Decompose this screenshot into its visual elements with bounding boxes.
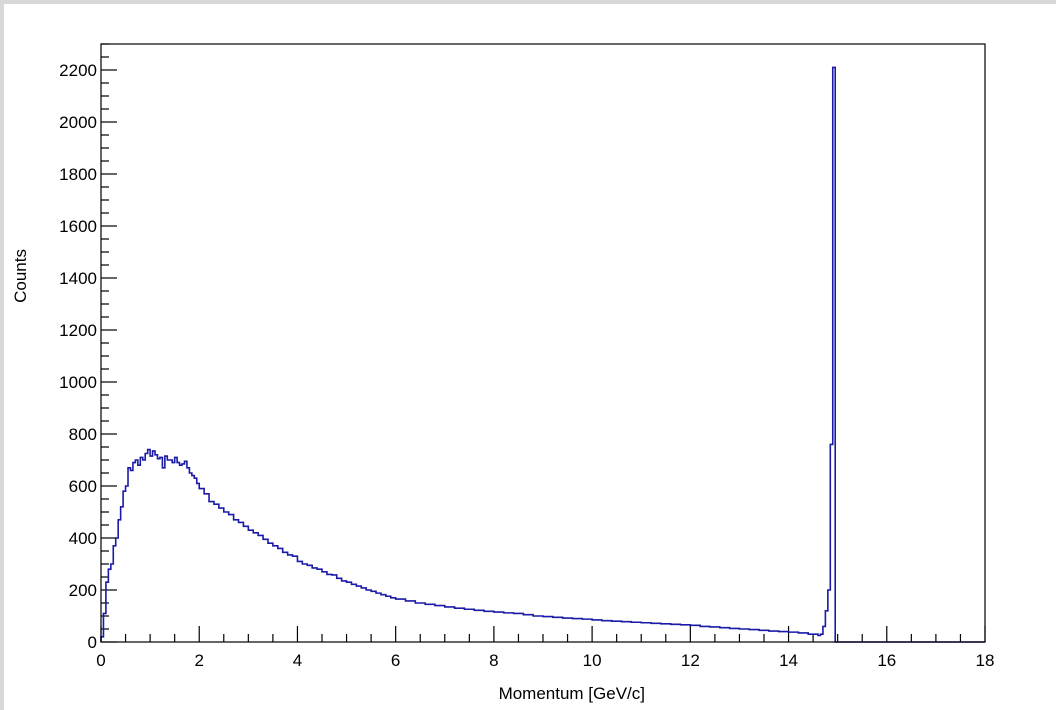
y-axis-title: Counts	[11, 249, 30, 303]
y-tick-label: 1000	[59, 373, 97, 392]
y-tick-label: 0	[88, 633, 97, 652]
x-tick-label: 4	[293, 651, 302, 670]
x-tick-label: 16	[877, 651, 896, 670]
y-tick-labels: 0 200 400 600 800 1000 1200 1400 1600 1800 2000 220…	[59, 61, 97, 652]
x-tick-label: 10	[583, 651, 602, 670]
histogram-series-line	[100, 66, 985, 643]
y-tick-label: 1200	[59, 321, 97, 340]
y-tick-label: 200	[69, 581, 97, 600]
x-tick-label: 0	[96, 651, 105, 670]
x-tick-label: 14	[779, 651, 798, 670]
x-tick-label: 6	[391, 651, 400, 670]
plot-frame	[100, 43, 986, 643]
x-tick-label: 18	[976, 651, 995, 670]
momentum-histogram-chart: 0 2 4 6 8 10 12 14 16 18 0 200 400 600 800 1000 1200 140…	[11, 43, 994, 703]
y-tick-label: 1400	[59, 269, 97, 288]
y-tick-label: 800	[69, 425, 97, 444]
y-tick-label: 2000	[59, 113, 97, 132]
y-tick-label: 600	[69, 477, 97, 496]
y-tick-label: 1800	[59, 165, 97, 184]
plot-canvas: 0 2 4 6 8 10 12 14 16 18 0 200 400 600 800 1000 1200 140…	[4, 4, 1056, 710]
y-tick-label: 2200	[59, 61, 97, 80]
y-tick-label: 400	[69, 529, 97, 548]
axis-ticks	[100, 43, 986, 643]
x-axis-title: Momentum [GeV/c]	[499, 684, 645, 703]
x-tick-label: 8	[489, 651, 498, 670]
x-tick-label: 2	[194, 651, 203, 670]
x-tick-labels: 0 2 4 6 8 10 12 14 16 18	[96, 651, 994, 670]
y-tick-label: 1600	[59, 217, 97, 236]
x-tick-label: 12	[681, 651, 700, 670]
